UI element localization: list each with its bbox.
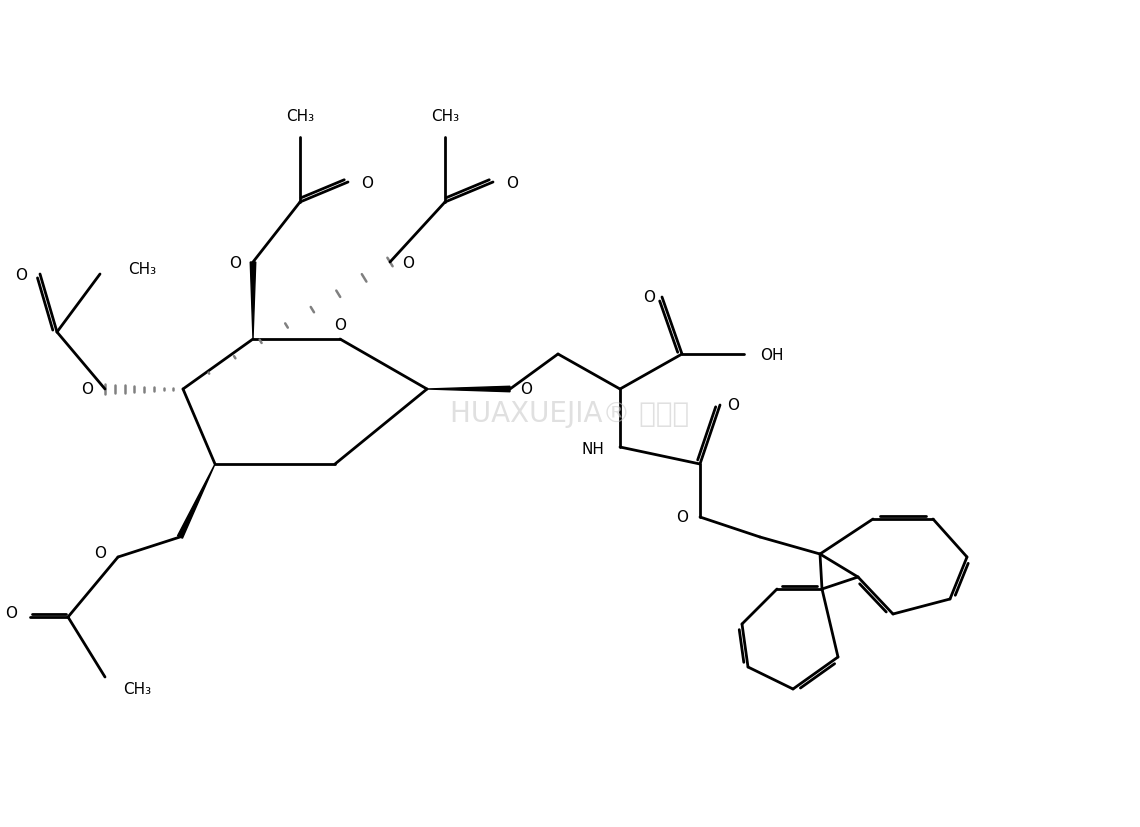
Text: O: O: [334, 318, 347, 333]
Text: O: O: [361, 175, 373, 190]
Text: O: O: [5, 605, 17, 619]
Text: O: O: [402, 256, 414, 270]
Text: CH₃: CH₃: [286, 109, 314, 124]
Text: O: O: [643, 290, 655, 305]
Text: O: O: [15, 267, 27, 282]
Text: O: O: [520, 382, 532, 397]
Text: O: O: [81, 382, 93, 397]
Text: O: O: [93, 545, 106, 560]
Text: CH₃: CH₃: [123, 681, 152, 696]
Polygon shape: [178, 465, 215, 538]
Text: OH: OH: [760, 347, 783, 362]
Text: O: O: [727, 398, 739, 413]
Text: CH₃: CH₃: [431, 109, 459, 124]
Text: O: O: [506, 175, 518, 190]
Text: CH₃: CH₃: [128, 262, 156, 277]
Text: HUAXUEJIA® 化学加: HUAXUEJIA® 化学加: [450, 399, 690, 428]
Polygon shape: [428, 387, 510, 392]
Text: O: O: [676, 510, 689, 525]
Polygon shape: [251, 263, 255, 340]
Text: NH: NH: [581, 442, 604, 457]
Text: O: O: [229, 256, 241, 270]
